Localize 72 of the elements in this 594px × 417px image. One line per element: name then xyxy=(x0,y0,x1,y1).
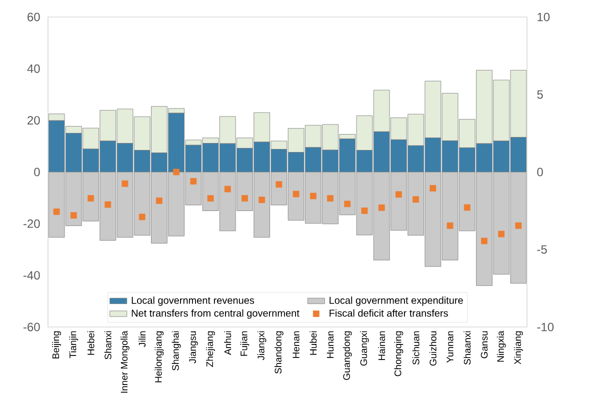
y-tick-label: 20 xyxy=(28,116,40,125)
y-tick-label: -60 xyxy=(23,322,40,332)
x-tick-label: Inner Mongolia xyxy=(120,330,130,393)
y-tick-label: 40 xyxy=(27,64,40,73)
x-tick-label: Gansu xyxy=(480,331,488,358)
y2-tick-label: 0 xyxy=(537,168,543,176)
x-tick-label: Hainan xyxy=(378,331,386,360)
point xyxy=(122,180,128,187)
point xyxy=(190,178,197,184)
y-tick-label: -20 xyxy=(23,219,40,228)
x-tick-label: Shanghai xyxy=(172,331,181,370)
x-tick-label: Hebei xyxy=(87,331,94,355)
point xyxy=(276,181,282,188)
point xyxy=(344,200,351,208)
x-tick-label: Guangdong xyxy=(342,331,352,380)
point xyxy=(224,186,231,192)
legend-label: Fiscal deficit after transfers xyxy=(330,309,448,317)
point xyxy=(258,196,266,204)
x-tick-label: Fujian xyxy=(240,331,250,356)
x-tick-label: Jiangsu xyxy=(188,331,198,364)
y-tick-label: -40 xyxy=(23,271,40,280)
point xyxy=(515,222,522,229)
legend-label: Local government revenues xyxy=(132,296,254,306)
point xyxy=(138,214,146,220)
x-tick-label: Sichuan xyxy=(412,331,420,365)
x-tick-label: Shaanxi xyxy=(464,331,471,365)
point xyxy=(207,195,214,202)
legend-label: Net transfers from central government xyxy=(132,309,300,319)
x-tick-label: Hubei xyxy=(310,331,317,355)
point xyxy=(464,204,470,211)
y2-tick-label: -10 xyxy=(537,322,554,332)
x-tick-label: Zhejiang xyxy=(206,331,215,367)
x-tick-label: Shandong xyxy=(274,331,284,374)
point xyxy=(310,192,316,200)
point xyxy=(70,212,77,219)
legend-label: Local government expenditure xyxy=(330,296,463,306)
point xyxy=(88,195,94,202)
point xyxy=(292,190,300,198)
x-tick-label: Xinjiang xyxy=(514,331,523,364)
x-tick-label: Anhui xyxy=(224,331,232,355)
point xyxy=(104,201,112,208)
x-tick-label: Shanxi xyxy=(104,331,112,360)
x-tick-label: Yunnan xyxy=(446,331,454,363)
point xyxy=(430,185,436,192)
x-tick-label: Jiangxi xyxy=(257,331,266,360)
x-tick-label: Beijing xyxy=(52,331,61,358)
point xyxy=(361,208,368,214)
x-tick-label: Guizhou xyxy=(429,331,436,366)
point xyxy=(396,191,402,198)
x-tick-label: Heilongjiang xyxy=(154,331,164,382)
x-tick-label: Hunan xyxy=(326,331,334,358)
point xyxy=(412,196,420,203)
point xyxy=(481,238,488,244)
point xyxy=(53,208,60,215)
y2-tick-label: 10 xyxy=(538,12,550,22)
y2-tick-label: -5 xyxy=(537,245,547,254)
x-tick-label: Tianjin xyxy=(69,331,78,358)
x-tick-label: Chongqing xyxy=(394,331,404,376)
point xyxy=(446,222,454,229)
point xyxy=(156,197,162,204)
x-tick-label: Jilin xyxy=(138,331,146,347)
y2-tick-label: 5 xyxy=(537,90,543,99)
point xyxy=(378,204,385,211)
x-tick-label: Ningxia xyxy=(496,330,506,362)
point xyxy=(498,230,505,238)
point xyxy=(242,195,248,202)
y-tick-label: 0 xyxy=(34,168,40,176)
x-tick-label: Guangxi xyxy=(360,331,369,366)
x-tick-label: Henan xyxy=(292,331,300,358)
point xyxy=(327,195,334,202)
y-tick-label: 60 xyxy=(28,12,40,22)
point xyxy=(173,168,180,176)
